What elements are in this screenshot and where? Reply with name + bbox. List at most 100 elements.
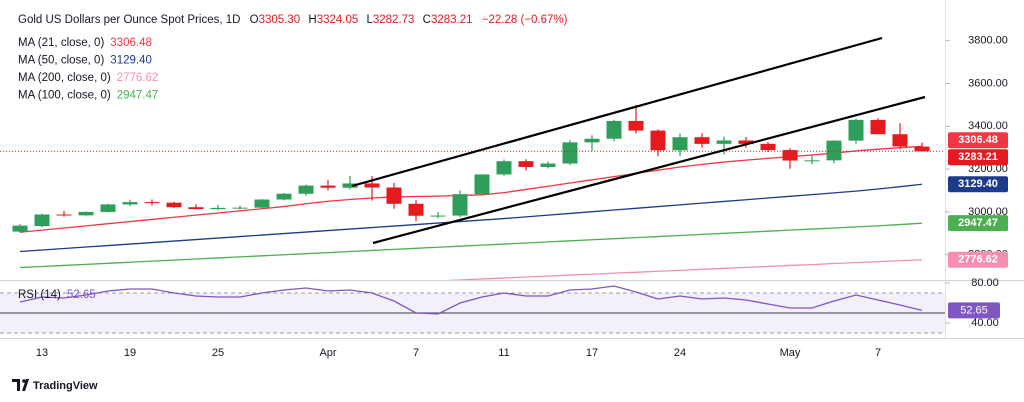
legend-entry: MA (200, close, 0) 2776.62 <box>18 72 158 84</box>
legend-entry: MA (21, close, 0) 3306.48 <box>18 37 152 49</box>
channel-upper <box>351 36 883 188</box>
candle-body <box>562 142 578 164</box>
ma-line <box>19 183 923 253</box>
candle-body <box>870 119 886 135</box>
quote-value: 3282.73 <box>373 14 415 26</box>
y-tick-label: 80.00 <box>971 277 999 289</box>
logo-dot <box>22 379 26 383</box>
legend-value: 2947.47 <box>117 90 159 102</box>
quote-key: O <box>250 14 259 26</box>
candle-body <box>606 120 622 139</box>
candle-body <box>518 161 534 167</box>
price-tags: 3306.48 3283.21 3129.40 2947.47 2776.62 52.65 <box>948 132 1008 319</box>
x-tick-label: 24 <box>674 347 686 359</box>
candle-body <box>34 214 50 227</box>
y-tick-label: 3600.00 <box>968 77 1008 89</box>
candle-body <box>408 203 424 216</box>
quote-value: 3283.21 <box>431 14 473 26</box>
candle-body <box>364 183 380 188</box>
x-tick-label: 17 <box>586 347 598 359</box>
legend-name: MA (21, close, 0) <box>18 37 104 49</box>
candle-body <box>144 202 160 204</box>
x-tick-label: 13 <box>36 347 48 359</box>
x-tick-label: 25 <box>212 347 224 359</box>
x-tick-label: 7 <box>413 347 419 359</box>
candle-body <box>342 183 358 188</box>
y-tick-label: 3200.00 <box>968 163 1008 175</box>
candle-body <box>166 202 182 208</box>
candle-body <box>584 138 600 143</box>
x-tick-label: 7 <box>875 347 881 359</box>
legend-entry: MA (50, close, 0) 3129.40 <box>18 55 152 67</box>
quote-key: H <box>308 14 316 26</box>
candle-body <box>738 140 754 144</box>
y-tick-label: 3000.00 <box>968 206 1008 218</box>
legend-value: 2776.62 <box>117 72 159 84</box>
candle-body <box>298 185 314 194</box>
candle-body <box>78 211 94 216</box>
x-tick-label: May <box>780 347 801 359</box>
rsi-tag-label: 52.65 <box>960 304 988 316</box>
price-tag-label: 3283.21 <box>958 151 998 163</box>
legend-name: MA (200, close, 0) <box>18 72 111 84</box>
y-tick-label: 40.00 <box>971 317 999 329</box>
symbol-title: Gold US Dollars per Ounce Spot Prices, 1… <box>18 14 240 26</box>
price-tag <box>948 176 1008 193</box>
legend-name: MA (100, close, 0) <box>18 90 111 102</box>
candle-body <box>56 214 72 216</box>
quote-key: L <box>366 14 373 26</box>
candle-body <box>474 174 490 195</box>
moving-averages <box>19 145 923 280</box>
legend-entry: MA (100, close, 0) 2947.47 <box>18 90 158 102</box>
trend-channel <box>351 36 926 245</box>
candle-body <box>386 187 402 204</box>
price-tag-label: 2947.47 <box>958 217 998 229</box>
legend-name: MA (50, close, 0) <box>18 55 104 67</box>
x-tick-label: 11 <box>498 347 509 359</box>
rsi-tag <box>948 302 1000 319</box>
price-tag <box>948 215 1008 232</box>
candle-body <box>716 140 732 144</box>
rsi-name: RSI (14) <box>18 289 61 301</box>
price-tag-label: 3129.40 <box>958 178 998 190</box>
y-tick-label: 3800.00 <box>968 35 1008 47</box>
candle-body <box>672 137 688 151</box>
rsi-line <box>19 285 923 315</box>
price-tag <box>948 149 1008 166</box>
y-tick-label: 3400.00 <box>968 120 1008 132</box>
logo <box>12 379 29 391</box>
price-tag-label: 2776.62 <box>958 254 998 266</box>
rsi-value: 52.65 <box>67 289 96 301</box>
candle-body <box>254 199 270 208</box>
quote-value: 3324.05 <box>317 14 359 26</box>
candle-body <box>276 193 292 200</box>
ma-line <box>19 145 923 233</box>
price-tag-label: 3306.48 <box>958 134 998 146</box>
candle-body <box>12 225 28 232</box>
brand-name: TradingView <box>33 380 98 392</box>
ma-line <box>443 259 923 280</box>
legend-value: 3129.40 <box>110 55 152 67</box>
branding: TradingView <box>12 379 98 392</box>
candle-body <box>694 137 710 144</box>
quote-value: 3305.30 <box>259 14 301 26</box>
candle-body <box>188 207 204 210</box>
legend: Gold US Dollars per Ounce Spot Prices, 1… <box>18 14 568 301</box>
candle-body <box>452 194 468 216</box>
candles <box>0 104 945 233</box>
candle-body <box>782 150 798 161</box>
candle-body <box>628 120 644 131</box>
candle-body <box>914 146 930 152</box>
candle-body <box>650 130 666 151</box>
rsi-legend: RSI (14) 52.65 <box>18 289 96 301</box>
quote-key: C <box>423 14 431 26</box>
quote-change: −22.28 (−0.67%) <box>482 14 568 26</box>
x-tick-label: Apr <box>319 347 336 359</box>
price-tag <box>948 132 1008 149</box>
candle-body <box>122 202 138 205</box>
candle-body <box>232 207 248 209</box>
price-tag <box>948 251 1008 268</box>
rsi-lines <box>0 285 945 315</box>
